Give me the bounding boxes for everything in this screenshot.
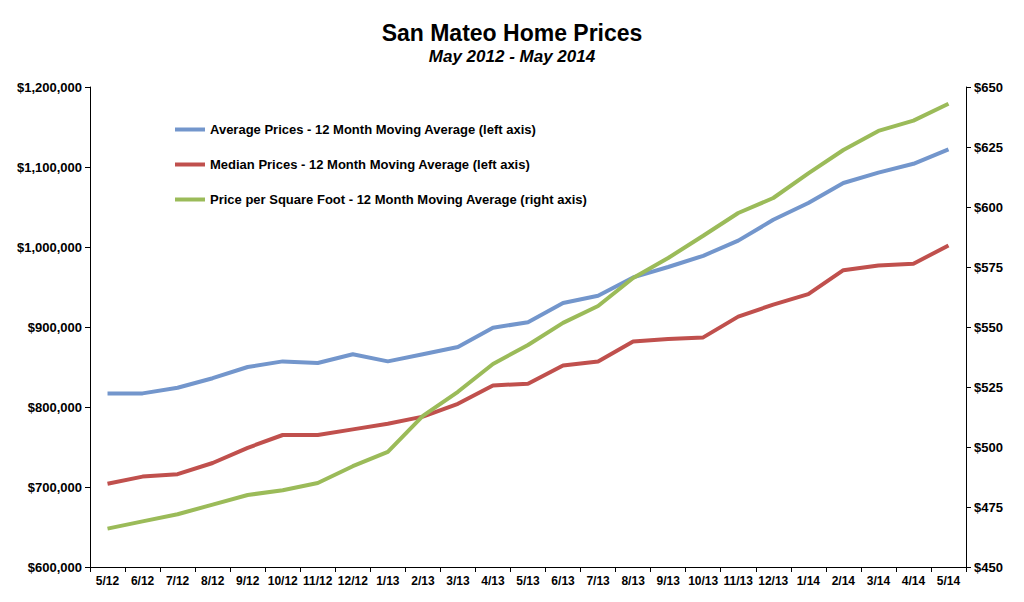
svg-text:$625: $625 — [974, 140, 1003, 155]
svg-text:Median Prices - 12 Month Movin: Median Prices - 12 Month Moving Average … — [210, 157, 530, 172]
svg-text:9/13: 9/13 — [656, 574, 680, 588]
svg-text:4/14: 4/14 — [902, 574, 926, 588]
svg-text:11/12: 11/12 — [303, 574, 333, 588]
svg-text:3/13: 3/13 — [446, 574, 470, 588]
svg-text:$500: $500 — [974, 440, 1003, 455]
svg-text:Price per Square Foot - 12 Mon: Price per Square Foot - 12 Month Moving … — [210, 192, 587, 207]
svg-text:$900,000: $900,000 — [28, 320, 82, 335]
svg-text:1/13: 1/13 — [376, 574, 400, 588]
svg-text:1/14: 1/14 — [797, 574, 821, 588]
svg-text:2/14: 2/14 — [832, 574, 856, 588]
svg-text:May 2012 - May 2014: May 2012 - May 2014 — [429, 47, 596, 66]
svg-text:5/14: 5/14 — [937, 574, 961, 588]
svg-text:$1,200,000: $1,200,000 — [17, 80, 82, 95]
svg-text:8/13: 8/13 — [621, 574, 645, 588]
svg-text:San Mateo Home Prices: San Mateo Home Prices — [382, 20, 643, 46]
svg-text:6/13: 6/13 — [551, 574, 575, 588]
svg-text:9/12: 9/12 — [236, 574, 260, 588]
svg-text:5/13: 5/13 — [516, 574, 540, 588]
svg-text:$1,100,000: $1,100,000 — [17, 160, 82, 175]
svg-text:$525: $525 — [974, 380, 1003, 395]
svg-text:3/14: 3/14 — [867, 574, 891, 588]
svg-text:$475: $475 — [974, 500, 1003, 515]
svg-text:11/13: 11/13 — [724, 574, 754, 588]
svg-text:10/12: 10/12 — [268, 574, 298, 588]
svg-text:7/12: 7/12 — [166, 574, 190, 588]
svg-text:2/13: 2/13 — [411, 574, 435, 588]
svg-text:$1,000,000: $1,000,000 — [17, 240, 82, 255]
svg-text:12/12: 12/12 — [338, 574, 368, 588]
svg-text:Average Prices - 12 Month Movi: Average Prices - 12 Month Moving Average… — [210, 122, 536, 137]
svg-text:$600: $600 — [974, 200, 1003, 215]
svg-text:$800,000: $800,000 — [28, 400, 82, 415]
svg-text:7/13: 7/13 — [586, 574, 610, 588]
svg-text:$575: $575 — [974, 260, 1003, 275]
svg-text:$700,000: $700,000 — [28, 480, 82, 495]
svg-text:4/13: 4/13 — [481, 574, 505, 588]
svg-text:$650: $650 — [974, 80, 1003, 95]
svg-text:10/13: 10/13 — [688, 574, 718, 588]
svg-text:$600,000: $600,000 — [28, 560, 82, 575]
svg-text:12/13: 12/13 — [758, 574, 788, 588]
svg-text:$550: $550 — [974, 320, 1003, 335]
svg-text:6/12: 6/12 — [131, 574, 155, 588]
svg-text:8/12: 8/12 — [201, 574, 225, 588]
svg-text:$450: $450 — [974, 560, 1003, 575]
svg-text:5/12: 5/12 — [96, 574, 120, 588]
